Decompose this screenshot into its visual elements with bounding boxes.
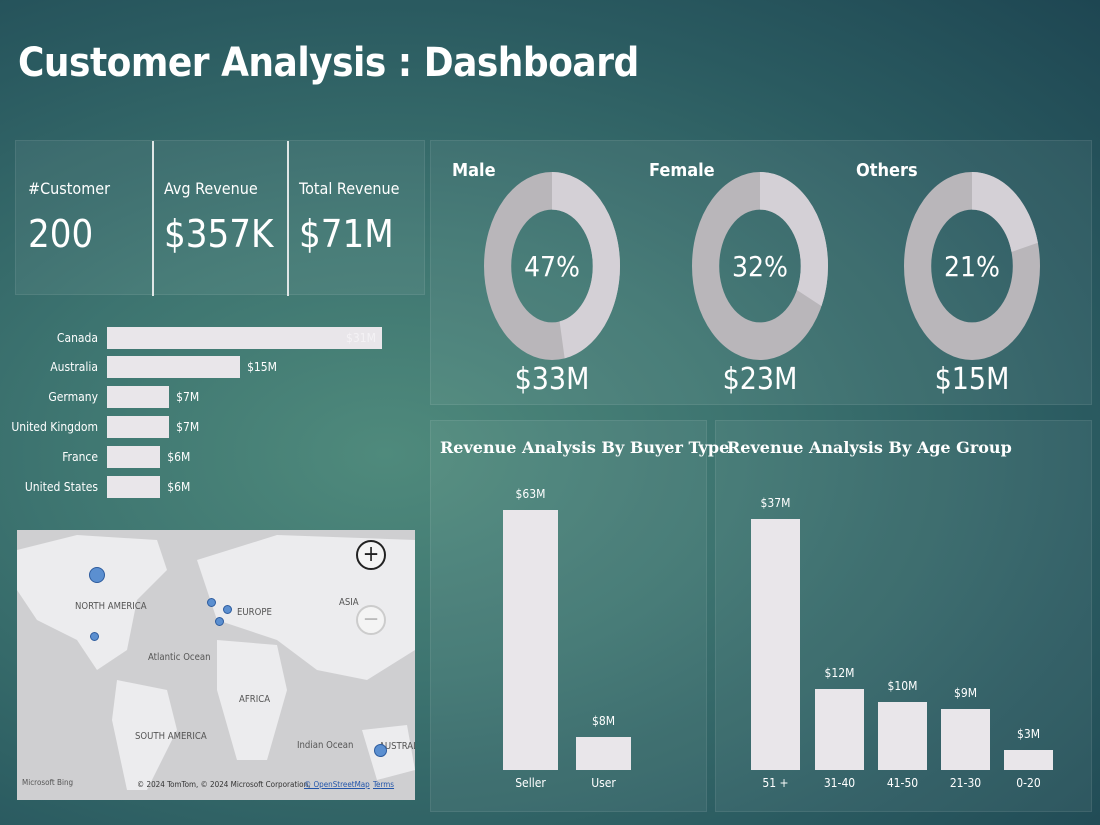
gender-revenue: $23M [722, 362, 798, 397]
kpi-label: #Customer [28, 179, 110, 198]
map-point-germany[interactable] [223, 605, 232, 614]
kpi-label: Avg Revenue [164, 179, 258, 198]
buyer-type-panel [430, 420, 707, 812]
donut-percent: 21% [944, 250, 1000, 283]
map-label: ASIA [339, 597, 359, 608]
bar-value-label: $6M [167, 450, 191, 464]
column-category-label: 0-20 [1016, 776, 1041, 790]
column-category-label: User [591, 776, 616, 790]
map-land [17, 535, 415, 790]
map[interactable]: NORTH AMERICA EUROPE ASIA Atlantic Ocean… [17, 530, 415, 800]
gender-label: Male [452, 160, 496, 181]
gender-label: Female [649, 160, 715, 181]
column-category-label: 41-50 [886, 776, 919, 790]
column-category-label: Seller [515, 776, 546, 790]
donut-chart [692, 172, 828, 360]
column-value-label: $8M [591, 713, 616, 728]
column-bar[interactable] [941, 708, 990, 770]
donut-percent: 47% [524, 250, 580, 283]
kpi-label: Total Revenue [299, 179, 400, 198]
column-category-label: 31-40 [823, 776, 856, 790]
map-label: SOUTH AMERICA [135, 731, 207, 742]
bar-value-label: $31M [346, 331, 376, 345]
gender-label: Others [856, 160, 918, 181]
map-point-australia[interactable] [374, 744, 387, 757]
kpi-panel: #Customer 200 Avg Revenue $357K Total Reve… [15, 140, 425, 296]
map-point-france[interactable] [215, 617, 224, 626]
bing-logo: Microsoft Bing [22, 778, 74, 787]
column-value-label: $37M [760, 496, 791, 510]
bar-value-label: $7M [176, 420, 200, 434]
kpi-customers: #Customer 200 [16, 141, 110, 296]
map-label: Indian Ocean [297, 740, 354, 751]
kpi-avg-revenue: Avg Revenue $357K [152, 141, 273, 296]
map-label: NORTH AMERICA [75, 601, 147, 612]
map-point-united-kingdom[interactable] [207, 598, 216, 607]
bar-value-label: $7M [176, 390, 200, 404]
country-bar[interactable] [107, 416, 170, 438]
column-category-label: 51 + [762, 776, 789, 790]
age-chart-title: Revenue Analysis By Age Group [727, 438, 1012, 457]
column-bar[interactable] [751, 519, 800, 770]
column-bar[interactable] [576, 736, 631, 770]
country-label: France [62, 450, 98, 464]
column-bar[interactable] [503, 510, 558, 770]
country-bar[interactable] [107, 356, 241, 378]
divider [152, 141, 154, 296]
map-label: AUSTRAL [379, 741, 415, 752]
column-value-label: $9M [953, 685, 978, 700]
column-value-label: $3M [1016, 726, 1041, 741]
donut-remainder[interactable] [904, 172, 1040, 360]
country-label: United States [24, 480, 98, 494]
donut-chart [484, 172, 620, 360]
page-title: Customer Analysis : Dashboard [18, 40, 639, 86]
column-value-label: $63M [515, 487, 546, 501]
kpi-value: 200 [28, 212, 94, 256]
map-label: AFRICA [239, 694, 271, 705]
country-label: Australia [50, 360, 98, 374]
country-bar[interactable] [107, 327, 382, 349]
bar-value-label: $15M [247, 360, 277, 374]
column-bar[interactable] [878, 702, 927, 770]
column-bar[interactable] [815, 688, 864, 770]
kpi-value: $71M [299, 212, 394, 256]
donut-percent: 32% [732, 250, 788, 283]
country-bar[interactable] [107, 476, 161, 498]
map-label: Atlantic Ocean [148, 652, 211, 663]
country-label: United Kingdom [11, 420, 98, 434]
divider [287, 141, 289, 296]
map-point-canada[interactable] [89, 567, 105, 583]
country-label: Canada [56, 331, 98, 345]
donut-chart [904, 172, 1040, 360]
map-point-united-states[interactable] [90, 632, 99, 641]
country-label: Germany [48, 390, 98, 404]
zoom-out-button[interactable]: − [356, 605, 386, 635]
buyer-chart-title: Revenue Analysis By Buyer Type [440, 438, 730, 457]
kpi-total-revenue: Total Revenue $71M [287, 141, 400, 296]
map-attribution: © 2024 TomTom, © 2024 Microsoft Corporat… [137, 780, 311, 789]
kpi-value: $357K [164, 212, 274, 256]
bar-value-label: $6M [167, 480, 191, 494]
terms-link[interactable]: Terms [373, 780, 395, 789]
country-bar[interactable] [107, 386, 170, 408]
column-category-label: 21-30 [949, 776, 982, 790]
column-value-label: $12M [824, 665, 855, 680]
map-label: EUROPE [237, 607, 272, 618]
gender-revenue: $33M [514, 362, 590, 397]
column-bar[interactable] [1004, 749, 1053, 770]
column-value-label: $10M [887, 679, 918, 694]
osm-link[interactable]: © OpenStreetMap [304, 780, 370, 789]
country-bar[interactable] [107, 446, 161, 468]
zoom-in-button[interactable]: + [356, 540, 386, 570]
gender-revenue: $15M [934, 362, 1010, 397]
